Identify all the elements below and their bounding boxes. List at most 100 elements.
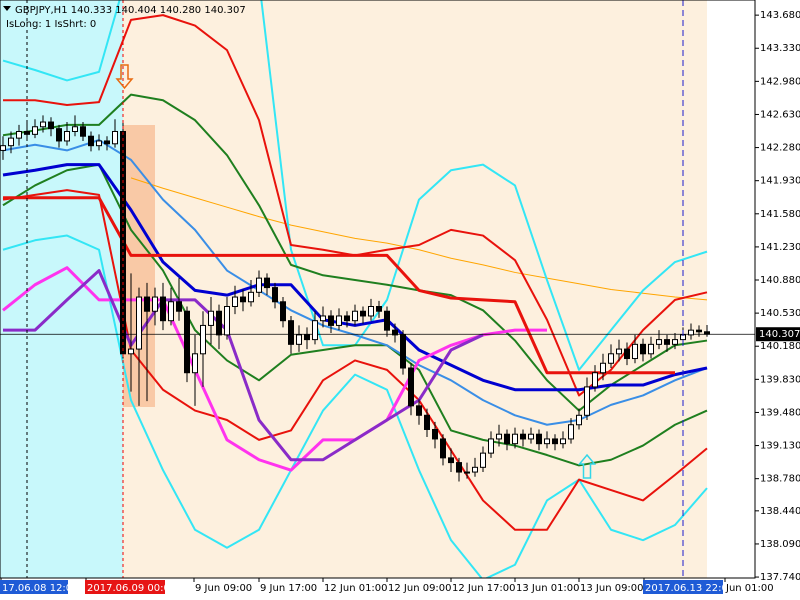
- y-tick-label: 140.880: [760, 275, 800, 286]
- x-tick-label: 13 Jun 01:00: [516, 583, 580, 594]
- chart-title: GBPJPY,H1 140.333 140.404 140.280 140.30…: [15, 5, 246, 16]
- x-label-bg: [0, 580, 68, 594]
- candle-body: [288, 320, 294, 345]
- candle-body: [352, 310, 358, 322]
- y-tick-label: 139.130: [760, 441, 800, 452]
- session-shade: [0, 0, 123, 578]
- candle-body: [40, 121, 46, 128]
- x-tick-label: 2017.06.13 22:00: [645, 583, 734, 594]
- candle-body: [32, 126, 38, 135]
- candle-body: [184, 310, 190, 374]
- candle-body: [688, 329, 694, 336]
- menu-icon: [3, 6, 11, 11]
- candle-body: [560, 438, 566, 445]
- x-tick-label: 12 Jun 01:00: [324, 583, 388, 594]
- candle-body: [416, 405, 422, 416]
- indicator-line: [3, 269, 484, 462]
- y-tick-label: 140.180: [760, 341, 800, 352]
- candle-body: [216, 310, 222, 336]
- candle-body: [576, 414, 582, 426]
- candle-body: [176, 301, 182, 312]
- candle-body: [504, 433, 510, 445]
- candle-body: [224, 306, 230, 336]
- indicator-line: [3, 196, 675, 375]
- candle-body: [544, 438, 550, 445]
- candle-body: [456, 462, 462, 473]
- indicator-line: [130, 177, 708, 301]
- chart-subtitle: IsLong: 1 IsShrt: 0: [6, 19, 96, 30]
- candle-body: [528, 433, 534, 440]
- x-tick-label: 12 Jun 09:00: [388, 583, 452, 594]
- candle-body: [552, 438, 558, 445]
- candle-body: [104, 140, 110, 145]
- candle-body: [472, 466, 478, 473]
- candle-body: [312, 320, 318, 341]
- candle-body: [632, 343, 638, 360]
- candle-body: [408, 367, 414, 407]
- candle-body: [672, 339, 678, 345]
- candle-body: [240, 296, 246, 303]
- y-tick-label: 141.580: [760, 209, 800, 220]
- candle-body: [384, 310, 390, 331]
- candle-body: [336, 315, 342, 326]
- candle-body: [496, 433, 502, 440]
- candle-body: [168, 301, 174, 322]
- candle-body: [624, 348, 630, 360]
- candle-body: [280, 301, 286, 322]
- y-tick-label: 140.530: [760, 308, 800, 319]
- candle-body: [48, 121, 54, 130]
- sell-arrow: [115, 64, 134, 90]
- candle-body: [400, 334, 406, 369]
- indicator-line: [2, 266, 547, 472]
- candle-body: [328, 315, 334, 326]
- candle-body: [464, 471, 470, 474]
- candle-body: [320, 315, 326, 322]
- buy-arrow: [577, 453, 597, 479]
- candle-body: [360, 310, 366, 317]
- candle-body: [136, 296, 142, 350]
- candle-body: [640, 343, 646, 355]
- candle-body: [704, 331, 710, 335]
- x-tick-label: 12 Jun 17:00: [452, 583, 516, 594]
- candle-body: [664, 339, 670, 345]
- candle-body: [368, 306, 374, 317]
- candle-body: [568, 424, 574, 440]
- candle-body: [16, 130, 22, 139]
- x-tick-label: 9 Jun 17:00: [260, 583, 317, 594]
- x-tick-label: Jun 01:00: [725, 583, 774, 594]
- x-tick-label: 2017.06.09 00:00: [87, 583, 176, 594]
- candle-body: [272, 287, 278, 303]
- candle-body: [424, 414, 430, 430]
- candle-body: [112, 130, 118, 145]
- candle-body: [264, 277, 270, 289]
- x-tick-label: 13 Jun 09:00: [580, 583, 644, 594]
- y-tick-label: 141.930: [760, 176, 800, 187]
- candle-body: [600, 362, 606, 374]
- y-tick-label: 143.680: [760, 10, 800, 21]
- plot-frame: [0, 0, 756, 579]
- x-label-bg: [85, 580, 165, 594]
- price-label-bg: [756, 327, 800, 342]
- candle-body: [128, 348, 134, 355]
- candle-body: [584, 386, 590, 416]
- y-tick-label: 143.330: [760, 43, 800, 54]
- y-tick-label: 141.230: [760, 242, 800, 253]
- candle-body: [592, 372, 598, 388]
- y-tick-label: 142.980: [760, 76, 800, 87]
- y-tick-label: 139.830: [760, 374, 800, 385]
- candle-body: [64, 130, 70, 142]
- candle-body: [248, 291, 254, 303]
- y-tick-label: 142.630: [760, 109, 800, 120]
- candle-body: [536, 433, 542, 445]
- candle-body: [192, 353, 198, 374]
- plot: [0, 0, 755, 578]
- candle-body: [480, 452, 486, 468]
- candle-body: [392, 329, 398, 336]
- y-tick-label: 137.740: [760, 572, 800, 583]
- candle-body: [96, 140, 102, 147]
- candle-body: [160, 296, 166, 322]
- candle-body: [56, 128, 62, 142]
- candle-body: [432, 428, 438, 440]
- candle-body: [696, 329, 702, 333]
